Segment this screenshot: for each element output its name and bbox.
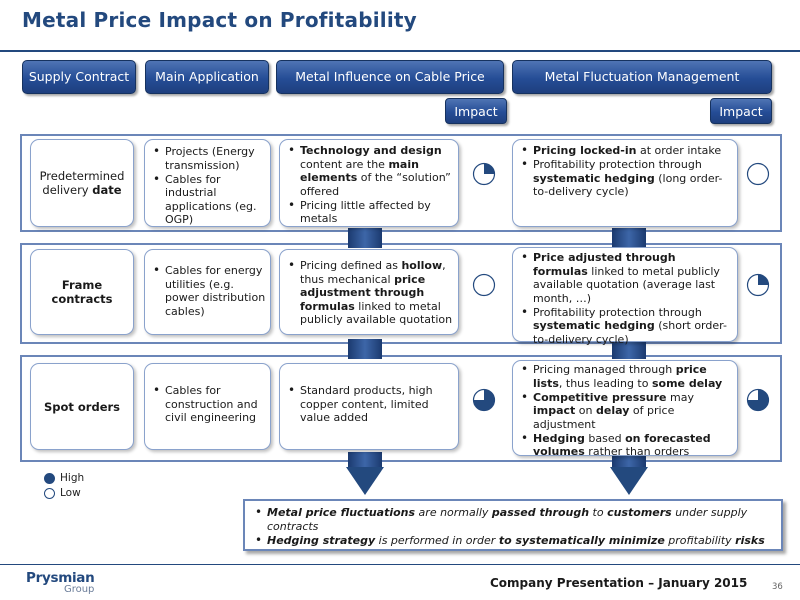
- list-item: Cables for construction and civil engine…: [151, 384, 266, 425]
- list-item: Hedging strategy is performed in order t…: [253, 534, 773, 548]
- list-item: Metal price fluctuations are normally pa…: [253, 506, 773, 533]
- impact-indicator-icon: [746, 273, 770, 297]
- footer-presentation-label: Company Presentation – January 2015: [490, 576, 748, 590]
- page-number: 36: [772, 582, 783, 592]
- list-item: Price adjusted through formulas linked t…: [519, 251, 733, 305]
- impact-indicator-icon: [746, 388, 770, 412]
- list-item: Profitability protection through systema…: [519, 306, 733, 347]
- header-impact-management: Impact: [710, 98, 772, 124]
- row-label-frame-contracts: Frame contracts: [30, 249, 134, 335]
- header-metal-influence: Metal Influence on Cable Price: [276, 60, 504, 94]
- impact-indicator-icon: [472, 273, 496, 297]
- connector-bar: [348, 339, 382, 359]
- connector-bar: [612, 228, 646, 248]
- application-predetermined: Projects (Energy transmission) Cables fo…: [144, 139, 271, 227]
- company-logo: Prysmian Group: [26, 570, 95, 595]
- connector-bar: [348, 452, 382, 468]
- list-item: Pricing locked-in at order intake: [519, 144, 733, 158]
- list-item: Hedging based on forecasted volumes rath…: [519, 432, 733, 459]
- management-predetermined: Pricing locked-in at order intake Profit…: [512, 139, 738, 227]
- header-main-application: Main Application: [145, 60, 269, 94]
- influence-frame-contracts: Pricing defined as hollow, thus mechanic…: [279, 249, 459, 335]
- management-spot-orders: Pricing managed through price lists, thu…: [512, 360, 738, 459]
- row-label-predetermined: Predetermined delivery date: [30, 139, 134, 227]
- influence-predetermined: Technology and design content are the ma…: [279, 139, 459, 227]
- down-arrow-icon: [610, 467, 648, 495]
- empty-circle-icon: [44, 487, 55, 499]
- management-frame-contracts: Price adjusted through formulas linked t…: [512, 247, 738, 346]
- connector-bar: [348, 228, 382, 248]
- footer-divider: [0, 564, 800, 565]
- list-item: Technology and design content are the ma…: [286, 144, 454, 198]
- impact-indicator-icon: [472, 388, 496, 412]
- row-label-spot-orders: Spot orders: [30, 363, 134, 450]
- list-item: Pricing managed through price lists, thu…: [519, 363, 733, 390]
- header-supply-contract: Supply Contract: [22, 60, 136, 94]
- list-item: Projects (Energy transmission): [151, 145, 266, 172]
- influence-spot-orders: Standard products, high copper content, …: [279, 363, 459, 450]
- summary-box: Metal price fluctuations are normally pa…: [243, 499, 783, 551]
- header-impact-influence: Impact: [445, 98, 507, 124]
- list-item: Profitability protection through systema…: [519, 158, 733, 199]
- list-item: Cables for industrial applications (eg. …: [151, 173, 266, 227]
- impact-indicator-icon: [746, 162, 770, 186]
- list-item: Cables for energy utilities (e.g. power …: [151, 264, 266, 318]
- list-item: Standard products, high copper content, …: [286, 384, 454, 425]
- down-arrow-icon: [346, 467, 384, 495]
- filled-circle-icon: [44, 472, 55, 484]
- list-item: Pricing little affected by metals: [286, 199, 454, 226]
- header-fluctuation-management: Metal Fluctuation Management: [512, 60, 772, 94]
- application-frame-contracts: Cables for energy utilities (e.g. power …: [144, 249, 271, 335]
- list-item: Pricing defined as hollow, thus mechanic…: [286, 259, 454, 327]
- application-spot-orders: Cables for construction and civil engine…: [144, 363, 271, 450]
- page-title: Metal Price Impact on Profitability: [22, 8, 417, 32]
- title-divider: [0, 50, 800, 52]
- legend-low: Low: [44, 487, 81, 499]
- legend-high: High: [44, 472, 84, 484]
- impact-indicator-icon: [472, 162, 496, 186]
- list-item: Competitive pressure may impact on delay…: [519, 391, 733, 432]
